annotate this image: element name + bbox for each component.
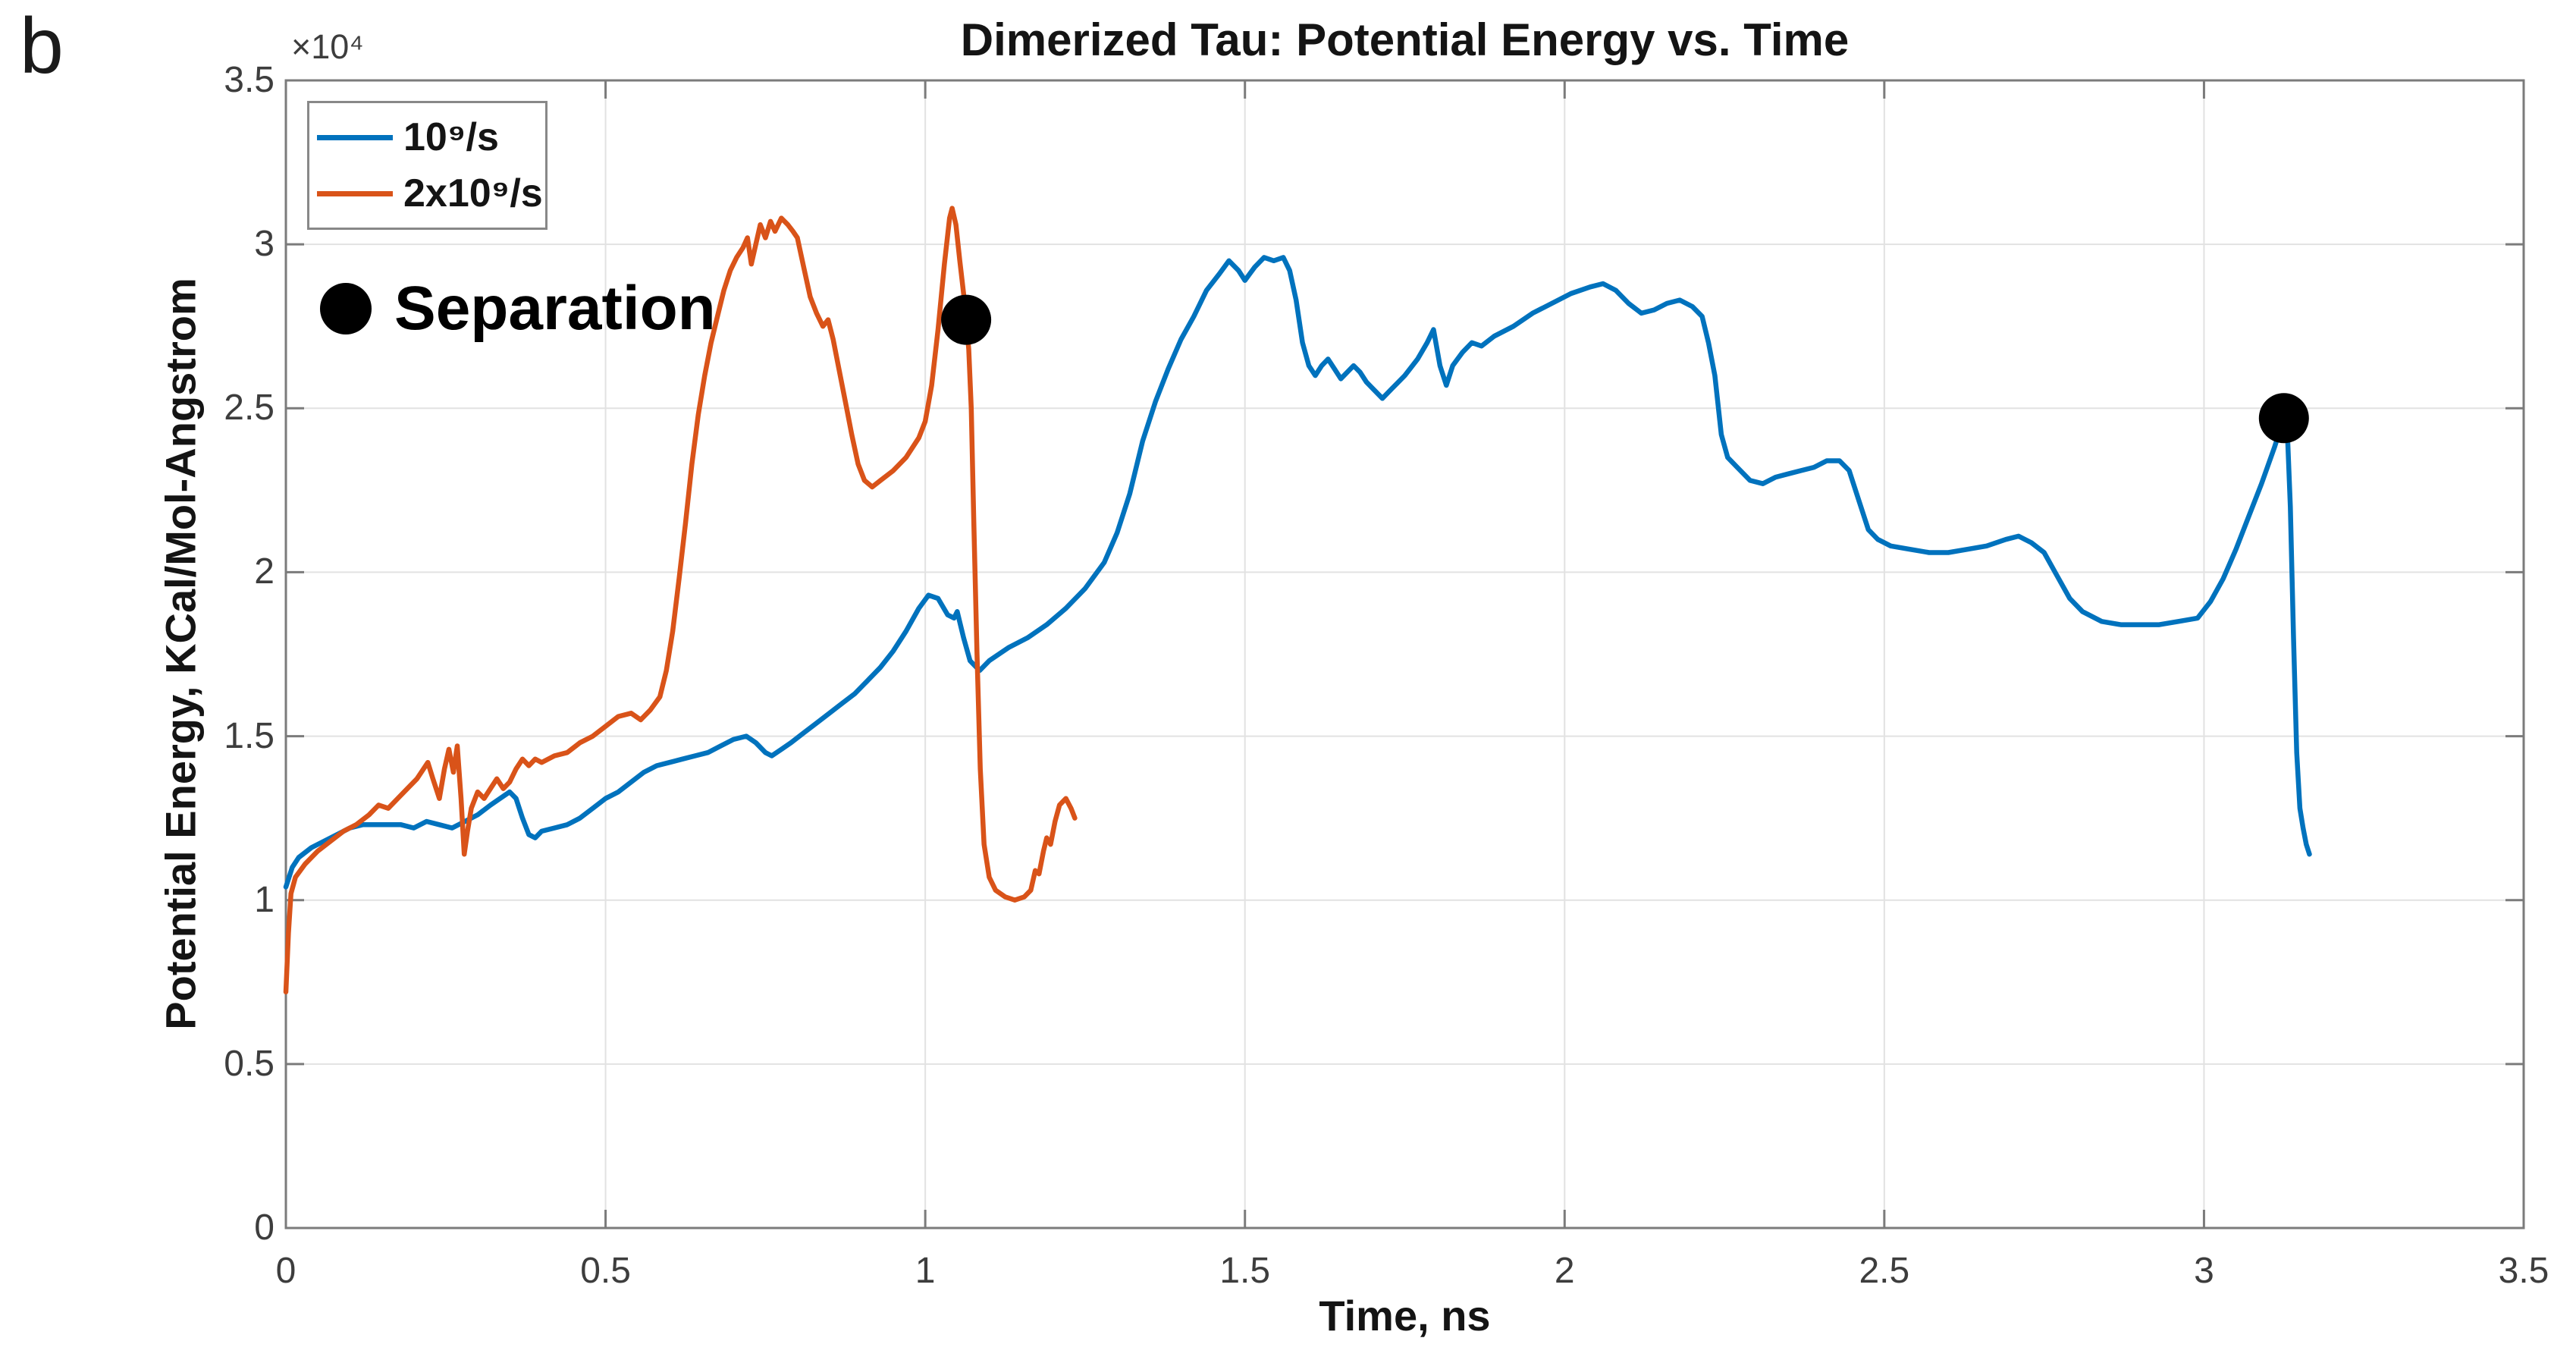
chart-title: Dimerized Tau: Potential Energy vs. Time [960, 14, 1850, 65]
legend-line-sample-orange [317, 190, 393, 196]
separation-annotation: Separation [320, 273, 716, 344]
x-tick-label: 2 [1554, 1251, 1575, 1291]
y-tick-label: 2.5 [224, 388, 275, 429]
y-tick-label: 1.5 [224, 715, 275, 756]
x-tick-label: 0 [275, 1251, 297, 1291]
y-tick-label: 2 [254, 551, 275, 592]
legend-box: 10⁹/s 2x10⁹/s [307, 101, 548, 230]
x-tick-label: 0.5 [580, 1251, 631, 1291]
separation-marker [941, 294, 992, 345]
separation-marker [2258, 393, 2309, 444]
x-tick-label: 3 [2194, 1251, 2214, 1291]
legend-line-sample-blue [317, 134, 393, 140]
y-tick-label: 0 [254, 1208, 275, 1248]
legend-entry-label: 10⁹/s [403, 115, 499, 159]
series-line-1 [283, 206, 1078, 995]
x-tick-label: 3.5 [2498, 1251, 2549, 1291]
y-tick-label: 3.5 [224, 60, 275, 100]
panel-label: b [20, 2, 64, 90]
y-axis-exponent-label: ×10⁴ [291, 27, 364, 66]
legend-entry-label: 2x10⁹/s [403, 171, 543, 215]
x-tick-label: 1 [915, 1251, 936, 1291]
x-tick-label: 1.5 [1219, 1251, 1271, 1291]
x-tick-label: 2.5 [1859, 1251, 1910, 1291]
y-tick-label: 0.5 [224, 1043, 275, 1084]
legend-entry-1e9: 10⁹/s [317, 115, 545, 160]
separation-dot-icon [320, 283, 372, 334]
axes-box [284, 79, 2525, 1230]
series-line-0 [283, 255, 2312, 890]
legend-entry-2e9: 2x10⁹/s [317, 171, 545, 216]
y-tick-label: 3 [254, 224, 275, 265]
separation-annotation-label: Separation [394, 274, 716, 343]
x-axis-label: Time, ns [1319, 1292, 1491, 1339]
y-tick-label: 1 [254, 879, 275, 920]
